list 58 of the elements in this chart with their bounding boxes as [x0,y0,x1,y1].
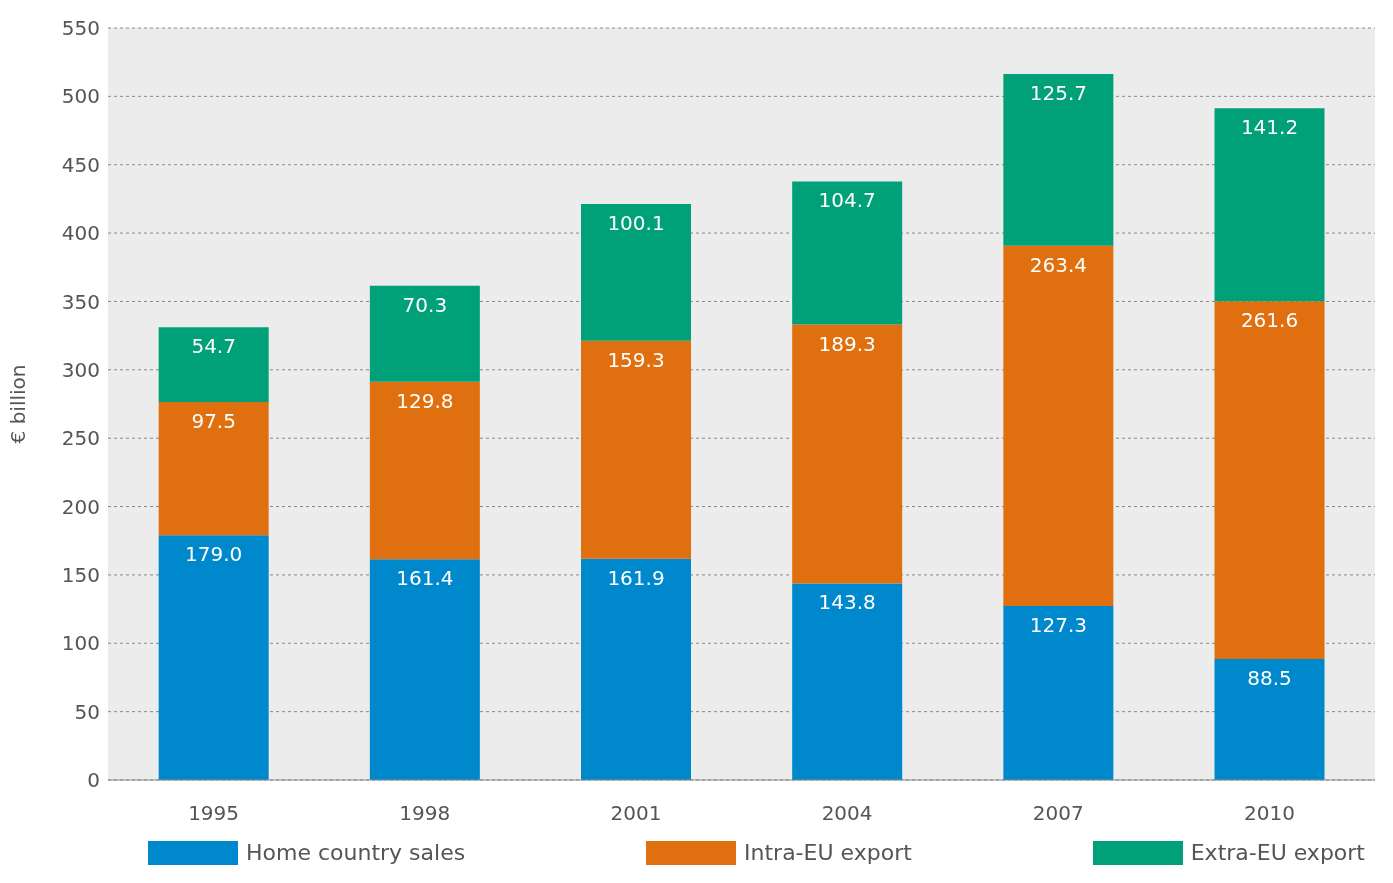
data-label: 161.9 [607,565,665,590]
data-label: 261.6 [1240,308,1299,333]
bar [792,583,903,780]
data-label: 104.7 [818,188,876,213]
bar [581,340,692,559]
data-label: 100.1 [607,210,665,235]
data-label: 88.5 [1247,666,1292,690]
data-label: 189.3 [818,331,876,356]
data-label: 263.4 [1029,252,1087,277]
bar [369,285,480,382]
bar [158,327,269,402]
bar [1003,73,1114,246]
y-tick-label: 300 [61,357,100,382]
bar [792,324,903,584]
y-tick-label: 150 [61,563,100,588]
legend-label: Intra-EU export [743,840,912,865]
bar [1214,108,1325,302]
y-tick-label: 400 [61,221,100,246]
y-tick-label: 350 [61,289,100,314]
bar [369,559,480,780]
bar [792,181,903,325]
y-tick-label: 500 [61,84,100,109]
x-tick-label: 2007 [1032,801,1084,826]
data-label: 54.7 [191,334,236,359]
y-axis-title: € billion [6,364,31,444]
y-tick-label: 50 [74,699,100,724]
data-label: 129.8 [396,388,454,413]
x-tick-label: 2004 [821,801,873,826]
data-label: 179.0 [185,542,243,567]
data-label: 127.3 [1029,612,1087,637]
bar [369,381,480,560]
x-tick-label: 2001 [610,801,662,826]
bar [1003,245,1114,606]
bar [1214,659,1325,780]
y-tick-label: 450 [61,152,100,177]
data-label: 125.7 [1029,80,1087,105]
x-tick-label: 1995 [188,801,240,826]
y-tick-label: 250 [61,426,100,451]
data-label: 159.3 [607,347,665,372]
data-label: 161.4 [396,566,454,591]
data-label: 70.3 [402,292,448,317]
bar [158,401,269,536]
bar [581,558,692,780]
data-label: 143.8 [818,590,876,615]
data-label: 97.5 [191,408,236,433]
y-tick-label: 100 [61,631,100,656]
y-tick-label: 200 [61,494,100,519]
legend-label: Home country sales [245,840,466,865]
x-tick-label: 2010 [1243,801,1295,826]
bar [1214,301,1325,659]
x-tick-label: 1998 [399,801,451,826]
y-tick-label: 550 [61,16,100,41]
legend-label: Extra-EU export [1189,840,1365,865]
bar [1003,605,1114,780]
bar [158,535,269,780]
data-label: 141.2 [1240,115,1299,140]
bar [581,203,692,341]
y-tick-label: 0 [87,768,100,793]
